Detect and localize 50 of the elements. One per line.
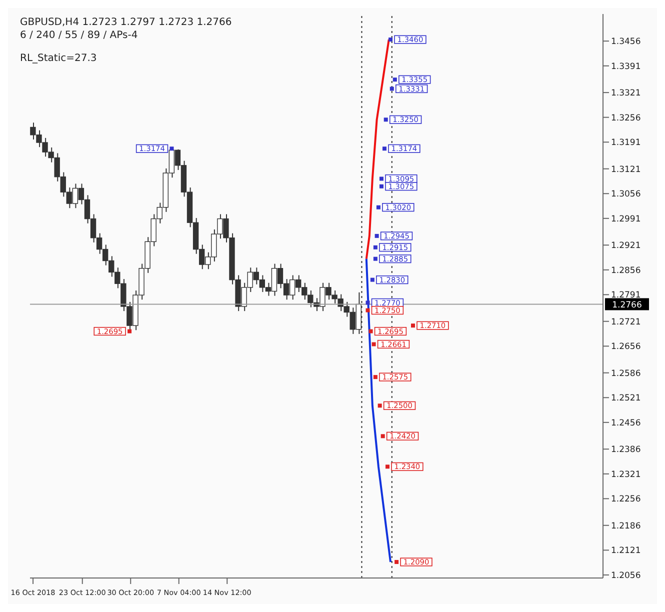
- point: [372, 342, 376, 346]
- point: [379, 184, 384, 188]
- y-tick-label: 1.2256: [611, 494, 641, 505]
- point: [388, 38, 393, 42]
- point: [380, 434, 385, 438]
- point: [390, 86, 394, 91]
- point: [392, 78, 397, 82]
- y-tick-label: 1.2586: [611, 368, 641, 379]
- point: [373, 375, 378, 380]
- chart-title: GBPUSD,H4 1.2723 1.2797 1.2723 1.2766: [20, 16, 232, 29]
- point: [379, 176, 384, 181]
- annotation: RL_Static=27.3: [20, 52, 98, 65]
- y-tick-label: 1.3121: [611, 164, 641, 175]
- y-tick-label: 1.3391: [611, 62, 641, 72]
- text: 6 / 240 / 55 / 89 / APs-4: [20, 29, 139, 42]
- point: [394, 560, 399, 564]
- y-tick-label: 1.3456: [611, 37, 641, 48]
- point: [170, 146, 174, 151]
- y-tick-label: 1.2521: [611, 394, 641, 404]
- y-tick-label: 1.3056: [611, 190, 641, 200]
- y-tick-label: 1.2056: [611, 570, 641, 581]
- y-tick-label: 1.3256: [611, 113, 641, 124]
- point: [376, 205, 380, 210]
- y-tick-label: 1.2856: [611, 266, 641, 276]
- point: [386, 464, 390, 469]
- point: [366, 308, 370, 312]
- point: [382, 146, 386, 151]
- y-tick-label: 1.2791: [611, 290, 641, 301]
- y-tick-label: 1.3321: [611, 88, 641, 99]
- y-tick-label: 1.2921: [611, 241, 641, 252]
- point: [128, 329, 132, 334]
- point: [373, 256, 378, 261]
- y-tick-label: 1.2656: [611, 342, 641, 352]
- y-tick-label: 1.2456: [611, 418, 641, 428]
- y-tick-label: 1.2386: [611, 445, 641, 456]
- y-tick-label: 1.2121: [611, 546, 641, 556]
- point: [411, 324, 416, 328]
- point: [374, 234, 379, 238]
- point: [378, 404, 382, 408]
- y-tick-label: 1.2721: [611, 317, 641, 328]
- y-tick-label: 1.2991: [611, 214, 641, 224]
- point: [384, 118, 388, 122]
- y-tick-label: 1.2186: [611, 521, 641, 532]
- point: [368, 329, 373, 334]
- point: [373, 245, 378, 250]
- point: [370, 278, 374, 282]
- y-tick-label: 1.2321: [611, 470, 641, 480]
- y-tick-label: 1.3191: [611, 138, 641, 148]
- ref-line-label: 1.2766: [612, 300, 642, 311]
- point: [366, 300, 370, 305]
